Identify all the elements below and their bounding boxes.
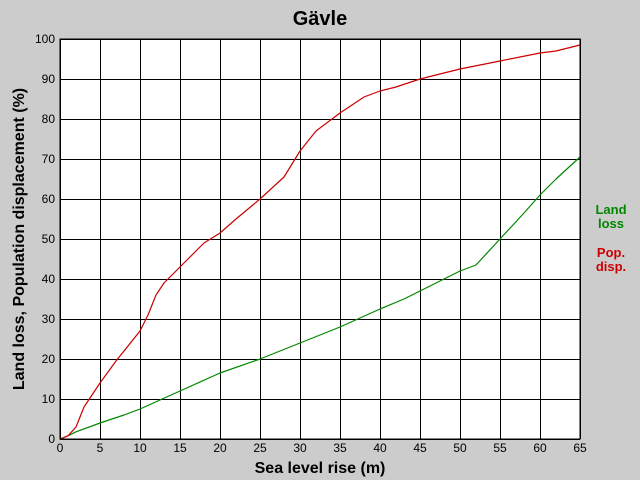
- y-tick-label: 10: [42, 392, 56, 406]
- legend-pop-disp: Pop. disp.: [595, 245, 627, 274]
- x-tick-label: 45: [413, 441, 427, 455]
- legend-land-loss: Land loss: [595, 202, 627, 231]
- y-tick-label: 0: [48, 432, 55, 446]
- x-tick-label: 5: [97, 441, 104, 455]
- x-tick-labels: 0 5 10 15 20 25 30 35 40 45 50 55 60 65: [57, 441, 587, 455]
- x-tick-label: 65: [573, 441, 587, 455]
- y-tick-label: 90: [42, 72, 56, 86]
- series-lines: [59, 44, 581, 440]
- y-tick-label: 30: [42, 312, 56, 326]
- pop-disp-line: [59, 44, 581, 440]
- x-tick-label: 20: [213, 441, 227, 455]
- y-tick-label: 80: [42, 112, 56, 126]
- x-tick-label: 0: [57, 441, 64, 455]
- x-tick-label: 10: [133, 441, 147, 455]
- x-tick-label: 25: [253, 441, 267, 455]
- x-tick-label: 40: [373, 441, 387, 455]
- x-tick-label: 50: [453, 441, 467, 455]
- x-tick-label: 60: [533, 441, 547, 455]
- plot-border: [59, 38, 581, 440]
- y-tick-label: 40: [42, 272, 56, 286]
- y-tick-label: 100: [35, 32, 55, 46]
- x-tick-label: 30: [293, 441, 307, 455]
- x-tick-label: 55: [493, 441, 507, 455]
- x-tick-label: 35: [333, 441, 347, 455]
- y-tick-label: 60: [42, 192, 56, 206]
- y-tick-labels: 0 10 20 30 40 50 60 70 80 90 100: [35, 32, 55, 446]
- y-axis-label: Land loss, Population displacement (%): [11, 88, 28, 390]
- land-loss-line: [59, 156, 581, 440]
- y-tick-label: 70: [42, 152, 56, 166]
- y-tick-label: 50: [42, 232, 56, 246]
- x-axis-label: Sea level rise (m): [255, 460, 386, 477]
- x-tick-label: 15: [173, 441, 187, 455]
- chart-title: Gävle: [293, 8, 347, 30]
- y-tick-label: 20: [42, 352, 56, 366]
